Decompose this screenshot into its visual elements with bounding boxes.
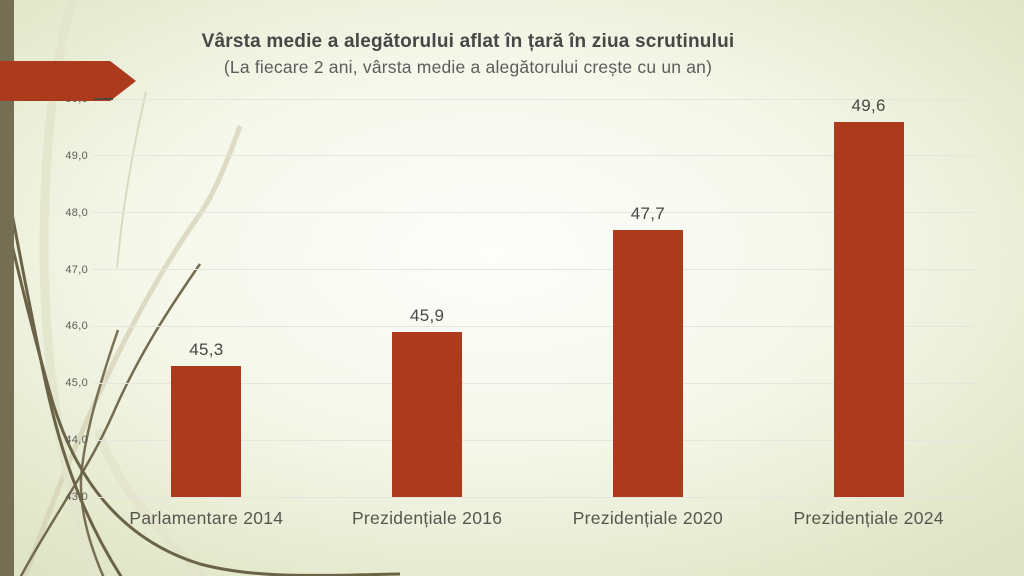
slide-title: Vârsta medie a alegătorului aflat în țar…: [201, 31, 735, 52]
y-axis-label: 48,0: [65, 206, 88, 219]
bar-prezidentiale-2020: [612, 229, 683, 497]
y-axis-label: 49,0: [65, 149, 88, 162]
value-label-prezidentiale-2016: 45,9: [409, 306, 445, 326]
y-axis-label: 45,0: [65, 377, 88, 390]
axis-tick-dash: [94, 98, 113, 100]
gridline: [93, 98, 976, 100]
category-label-prezidentiale-2020: Prezidențiale 2020: [572, 508, 724, 528]
category-label-prezidentiale-2016: Prezidențiale 2016: [351, 508, 503, 528]
y-axis-label: 44,0: [65, 434, 88, 447]
gridline: [93, 325, 976, 327]
slide-subtitle: (La fiecare 2 ani, vârsta medie a alegăt…: [223, 57, 713, 77]
bar-parlamentare-2014: [171, 366, 242, 497]
bar-prezidentiale-2024: [833, 121, 904, 497]
bar-prezidentiale-2016: [392, 332, 463, 497]
gridline: [93, 382, 976, 384]
gridline: [93, 496, 976, 498]
title-block: Vârsta medie a alegătorului aflat în țar…: [57, 31, 879, 78]
y-axis-label: 47,0: [65, 263, 88, 276]
gridline: [93, 439, 976, 441]
gridline: [93, 212, 976, 214]
category-label-prezidentiale-2024: Prezidențiale 2024: [793, 508, 944, 528]
value-label-prezidentiale-2020: 47,7: [630, 203, 666, 223]
gridline: [93, 269, 976, 271]
category-label-parlamentare-2014: Parlamentare 2014: [129, 508, 284, 528]
y-axis-label: 43,0: [65, 491, 88, 503]
value-label-prezidentiale-2024: 49,6: [851, 95, 886, 115]
value-label-parlamentare-2014: 45,3: [189, 340, 224, 360]
y-axis-label: 46,0: [65, 320, 88, 333]
gridline: [93, 155, 976, 157]
